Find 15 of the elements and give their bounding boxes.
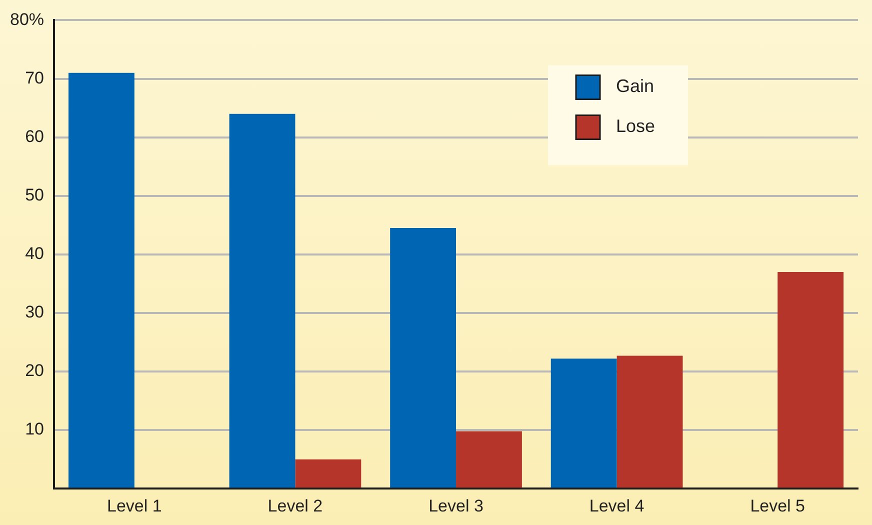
x-tick-label: Level 4 bbox=[589, 496, 644, 516]
y-tick-label: 20 bbox=[25, 361, 44, 380]
y-tick-label: 70 bbox=[25, 68, 44, 88]
y-tick-label: 60 bbox=[25, 126, 44, 146]
y-tick-label: 50 bbox=[25, 186, 44, 205]
legend-label: Gain bbox=[616, 76, 654, 96]
x-tick-label: Level 2 bbox=[268, 496, 323, 516]
x-tick-label: Level 1 bbox=[107, 496, 162, 516]
y-tick-label: 40 bbox=[25, 244, 44, 264]
y-tick-label: 30 bbox=[25, 302, 44, 322]
legend-label: Lose bbox=[616, 116, 656, 136]
y-tick-label: 80% bbox=[10, 10, 44, 29]
x-tick-label: Level 5 bbox=[750, 496, 806, 516]
x-tick-label: Level 3 bbox=[428, 496, 484, 516]
y-tick-label: 10 bbox=[25, 420, 44, 439]
